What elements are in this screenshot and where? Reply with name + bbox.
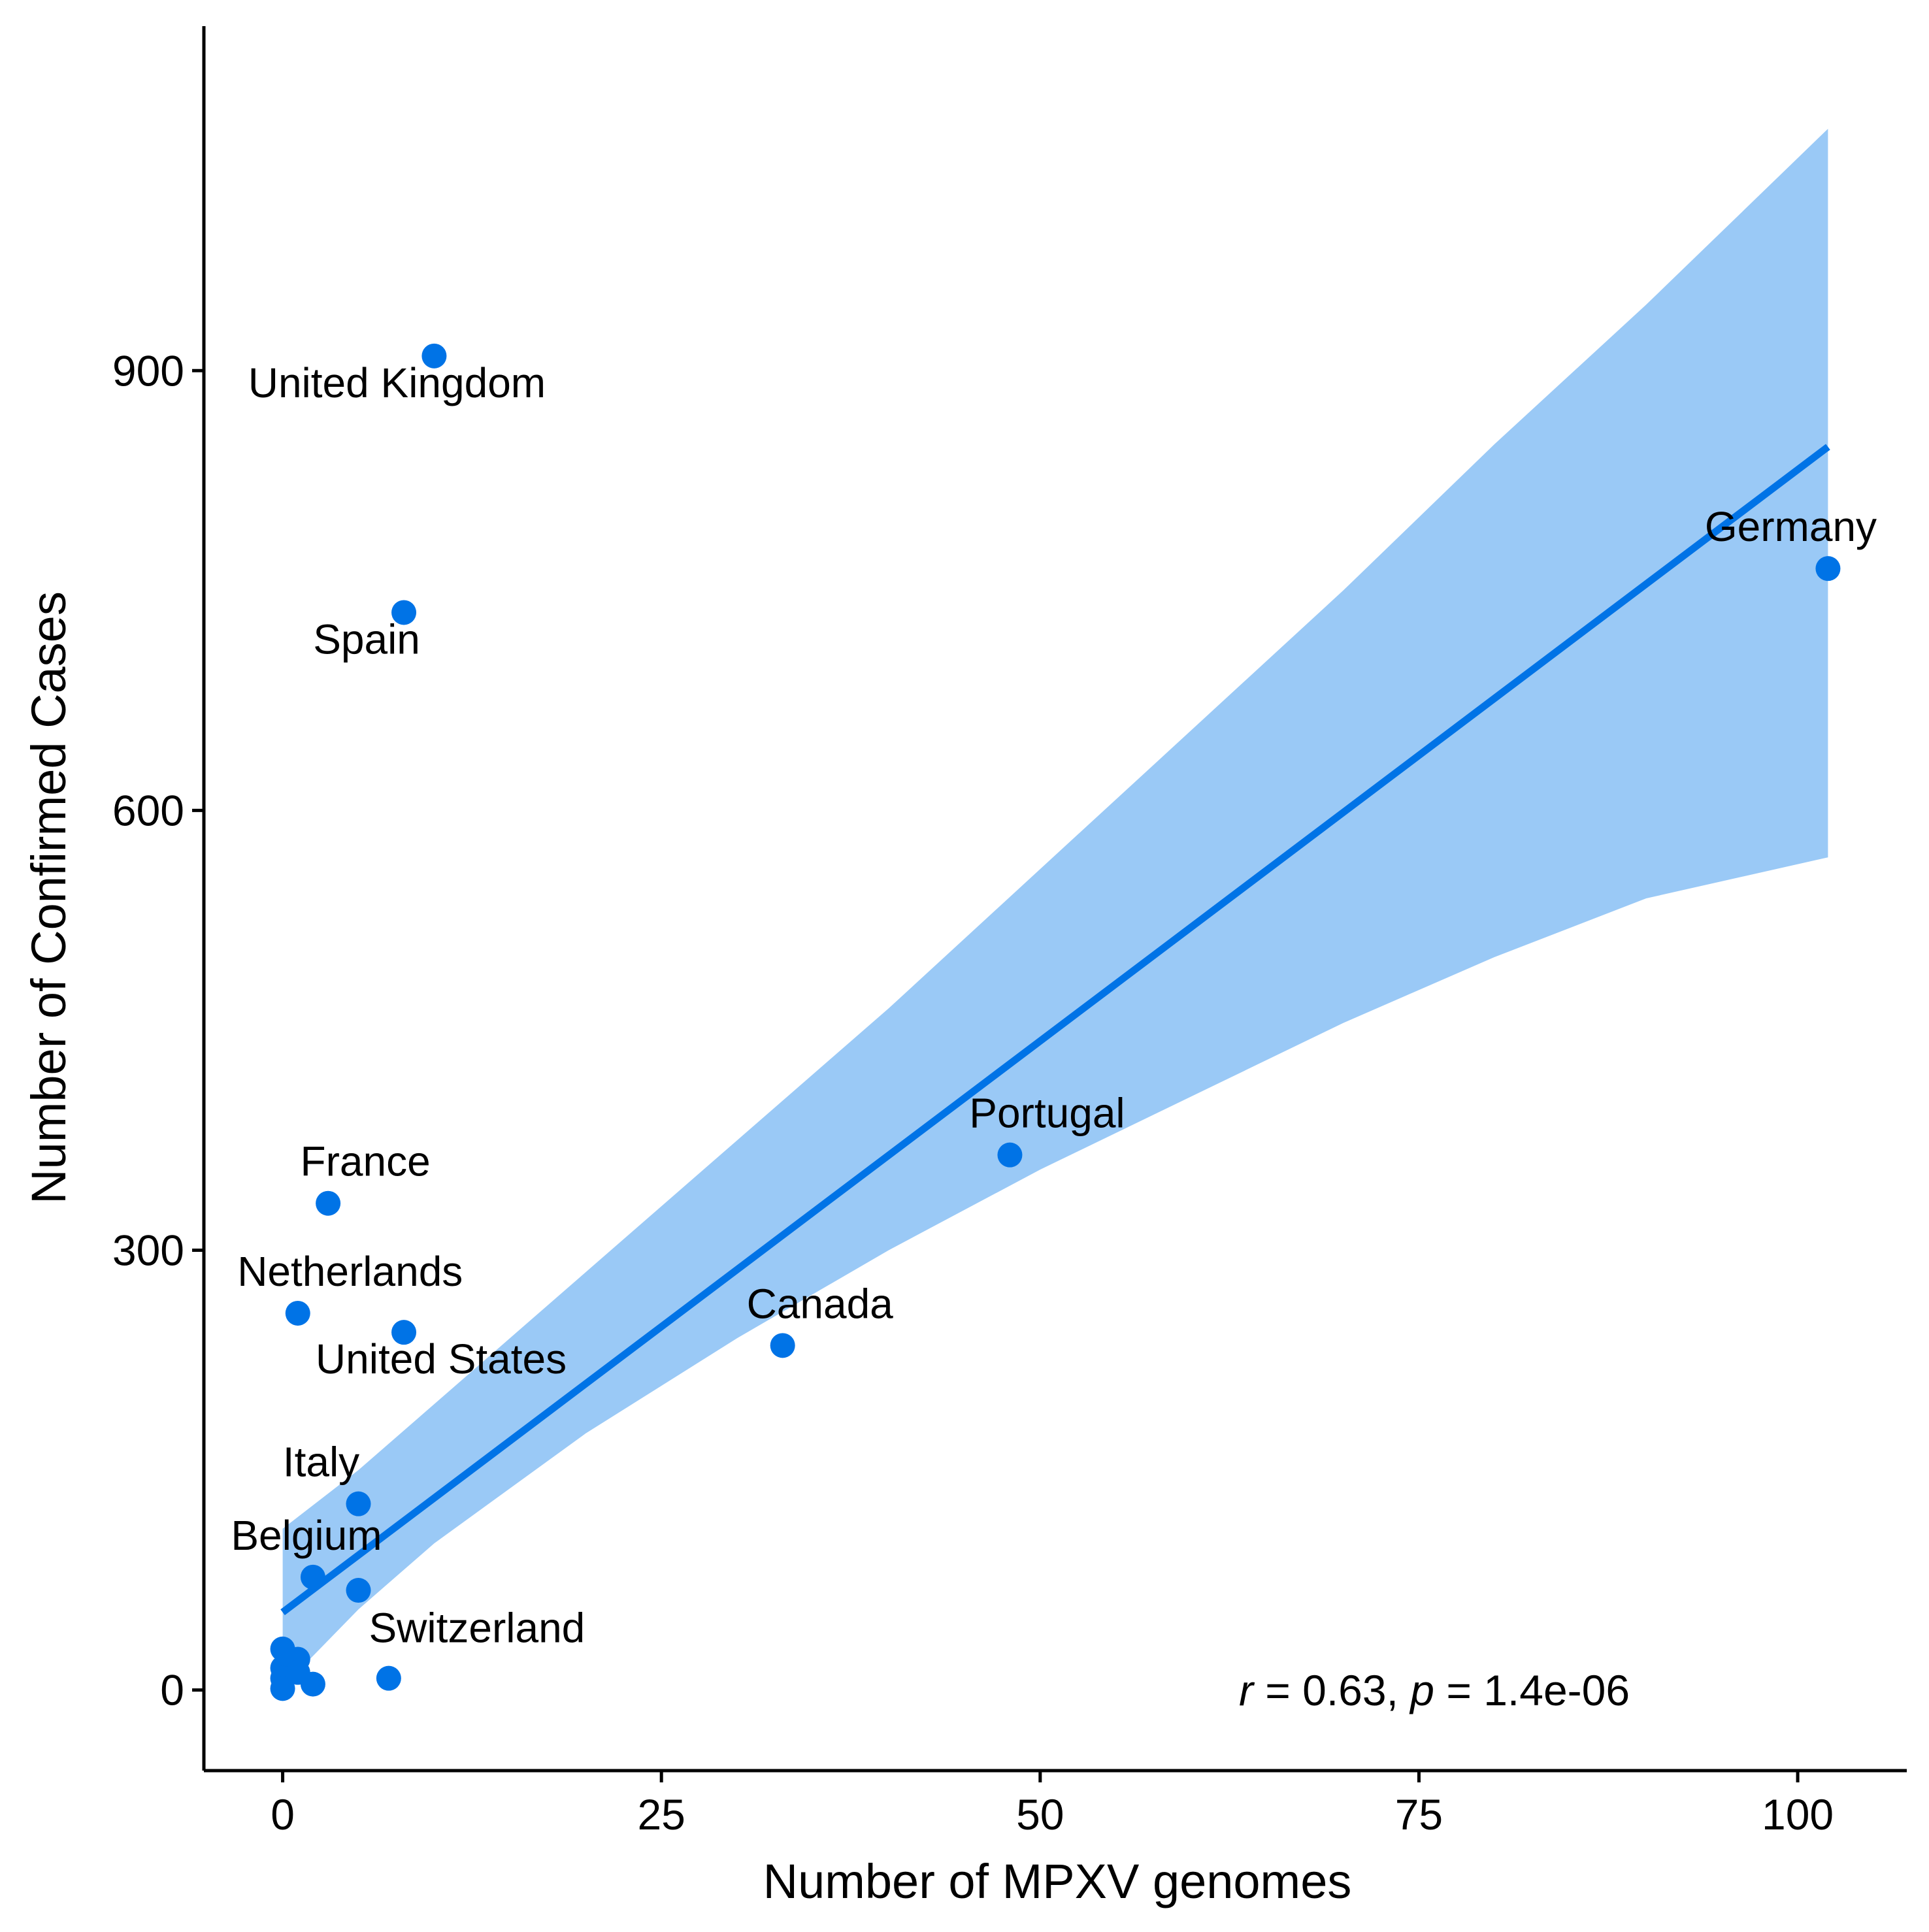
- point-label-italy: Italy: [283, 1439, 359, 1486]
- point-label-spain: Spain: [313, 615, 420, 663]
- data-point-10: [346, 1578, 371, 1603]
- point-label-germany: Germany: [1705, 503, 1877, 550]
- point-label-netherlands: Netherlands: [237, 1248, 463, 1295]
- x-tick-label: 25: [637, 1790, 685, 1839]
- point-label-united-kingdom: United Kingdom: [248, 359, 546, 406]
- r-value: = 0.63,: [1253, 1666, 1410, 1714]
- data-point-portugal: [997, 1142, 1023, 1168]
- correlation-annotation: r = 0.63, p = 1.4e-06: [1239, 1666, 1630, 1714]
- data-point-18: [270, 1676, 295, 1701]
- data-point-france: [316, 1190, 341, 1216]
- point-label-portugal: Portugal: [969, 1090, 1125, 1137]
- point-label-switzerland: Switzerland: [369, 1605, 585, 1652]
- regression-line: [280, 444, 1830, 1616]
- point-label-belgium: Belgium: [231, 1512, 382, 1559]
- data-point-netherlands: [285, 1300, 310, 1326]
- y-tick-label: 0: [160, 1666, 184, 1714]
- data-point-italy: [346, 1491, 371, 1516]
- p-value: = 1.4e-06: [1434, 1666, 1630, 1714]
- data-point-united-states: [391, 1320, 417, 1345]
- point-label-france: France: [301, 1138, 431, 1185]
- p-symbol: p: [1409, 1666, 1434, 1714]
- data-point-spain: [391, 600, 417, 625]
- data-point-united-kingdom: [421, 343, 447, 368]
- x-tick-label: 0: [271, 1790, 295, 1839]
- data-point-belgium: [300, 1564, 325, 1590]
- confidence-band: [282, 129, 1828, 1688]
- data-point-17: [300, 1671, 325, 1697]
- y-tick-label: 900: [112, 346, 184, 395]
- y-axis-ticks: 0 300 600 900: [112, 346, 204, 1714]
- y-tick-label: 300: [112, 1226, 184, 1274]
- data-point-germany: [1815, 556, 1841, 581]
- y-tick-label: 600: [112, 786, 184, 834]
- x-axis-ticks: 0 25 50 75 100: [271, 1771, 1834, 1839]
- x-tick-label: 75: [1395, 1790, 1443, 1839]
- point-label-canada: Canada: [747, 1280, 894, 1327]
- data-points: [270, 343, 1841, 1701]
- x-tick-label: 100: [1762, 1790, 1834, 1839]
- r-symbol: r: [1239, 1666, 1255, 1714]
- data-point-canada: [770, 1333, 795, 1358]
- point-label-united-states: United States: [316, 1335, 567, 1383]
- x-axis-title: Number of MPXV genomes: [763, 1854, 1352, 1908]
- y-axis-title: Number of Confirmed Cases: [22, 591, 76, 1204]
- data-point-switzerland: [376, 1665, 401, 1691]
- point-labels: United Kingdom Spain Germany Portugal France…: [231, 359, 1877, 1652]
- x-tick-label: 50: [1016, 1790, 1064, 1839]
